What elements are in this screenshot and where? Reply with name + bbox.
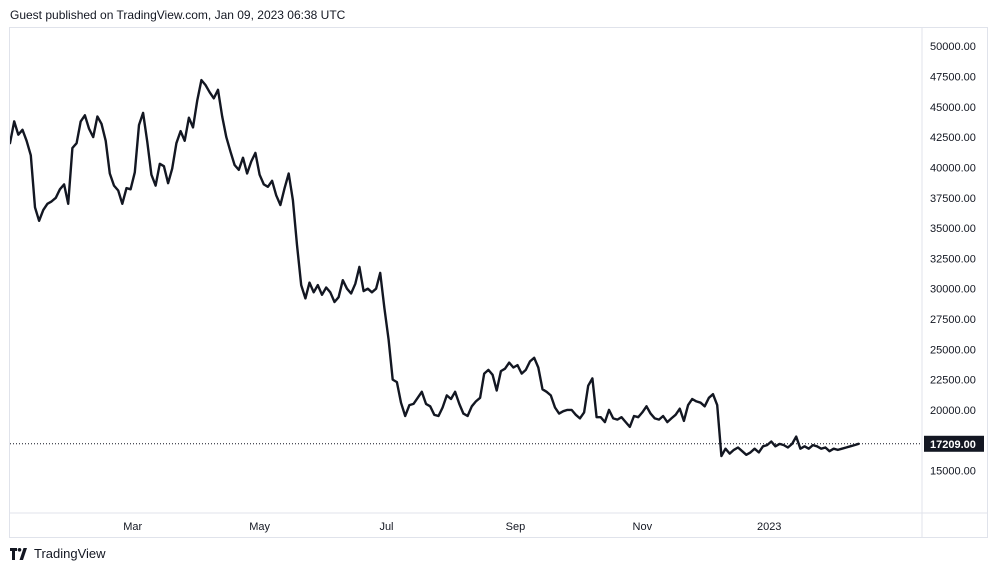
y-tick-label: 22500.00 [930, 375, 976, 387]
x-tick-label: Mar [123, 521, 142, 533]
x-tick-label: Nov [633, 521, 653, 533]
y-tick-label: 35000.00 [930, 223, 976, 235]
y-tick-label: 50000.00 [930, 41, 976, 53]
y-tick-label: 40000.00 [930, 162, 976, 174]
x-tick-label: Jul [379, 521, 393, 533]
x-tick-label: Sep [506, 521, 526, 533]
y-tick-label: 15000.00 [930, 466, 976, 478]
chart-frame: 15000.0017500.0020000.0022500.0025000.00… [9, 27, 988, 538]
publish-caption: Guest published on TradingView.com, Jan … [10, 8, 346, 22]
price-series-line [10, 78, 860, 458]
x-tick-label: May [249, 521, 270, 533]
y-tick-label: 45000.00 [930, 102, 976, 114]
tradingview-logo-icon [10, 547, 27, 560]
y-tick-label: 27500.00 [930, 314, 976, 326]
y-tick-label: 42500.00 [930, 132, 976, 144]
last-price-label: 17209.00 [930, 439, 976, 451]
last-price-label-bg [924, 435, 984, 452]
y-tick-label: 20000.00 [930, 405, 976, 417]
price-chart[interactable]: 15000.0017500.0020000.0022500.0025000.00… [10, 28, 987, 537]
brand-name: TradingView [34, 546, 106, 561]
y-tick-label: 47500.00 [930, 72, 976, 84]
tradingview-brand[interactable]: TradingView [10, 546, 106, 561]
y-tick-label: 30000.00 [930, 284, 976, 296]
y-tick-label: 32500.00 [930, 253, 976, 265]
y-tick-label: 37500.00 [930, 193, 976, 205]
y-tick-label: 25000.00 [930, 344, 976, 356]
x-tick-label: 2023 [757, 521, 781, 533]
